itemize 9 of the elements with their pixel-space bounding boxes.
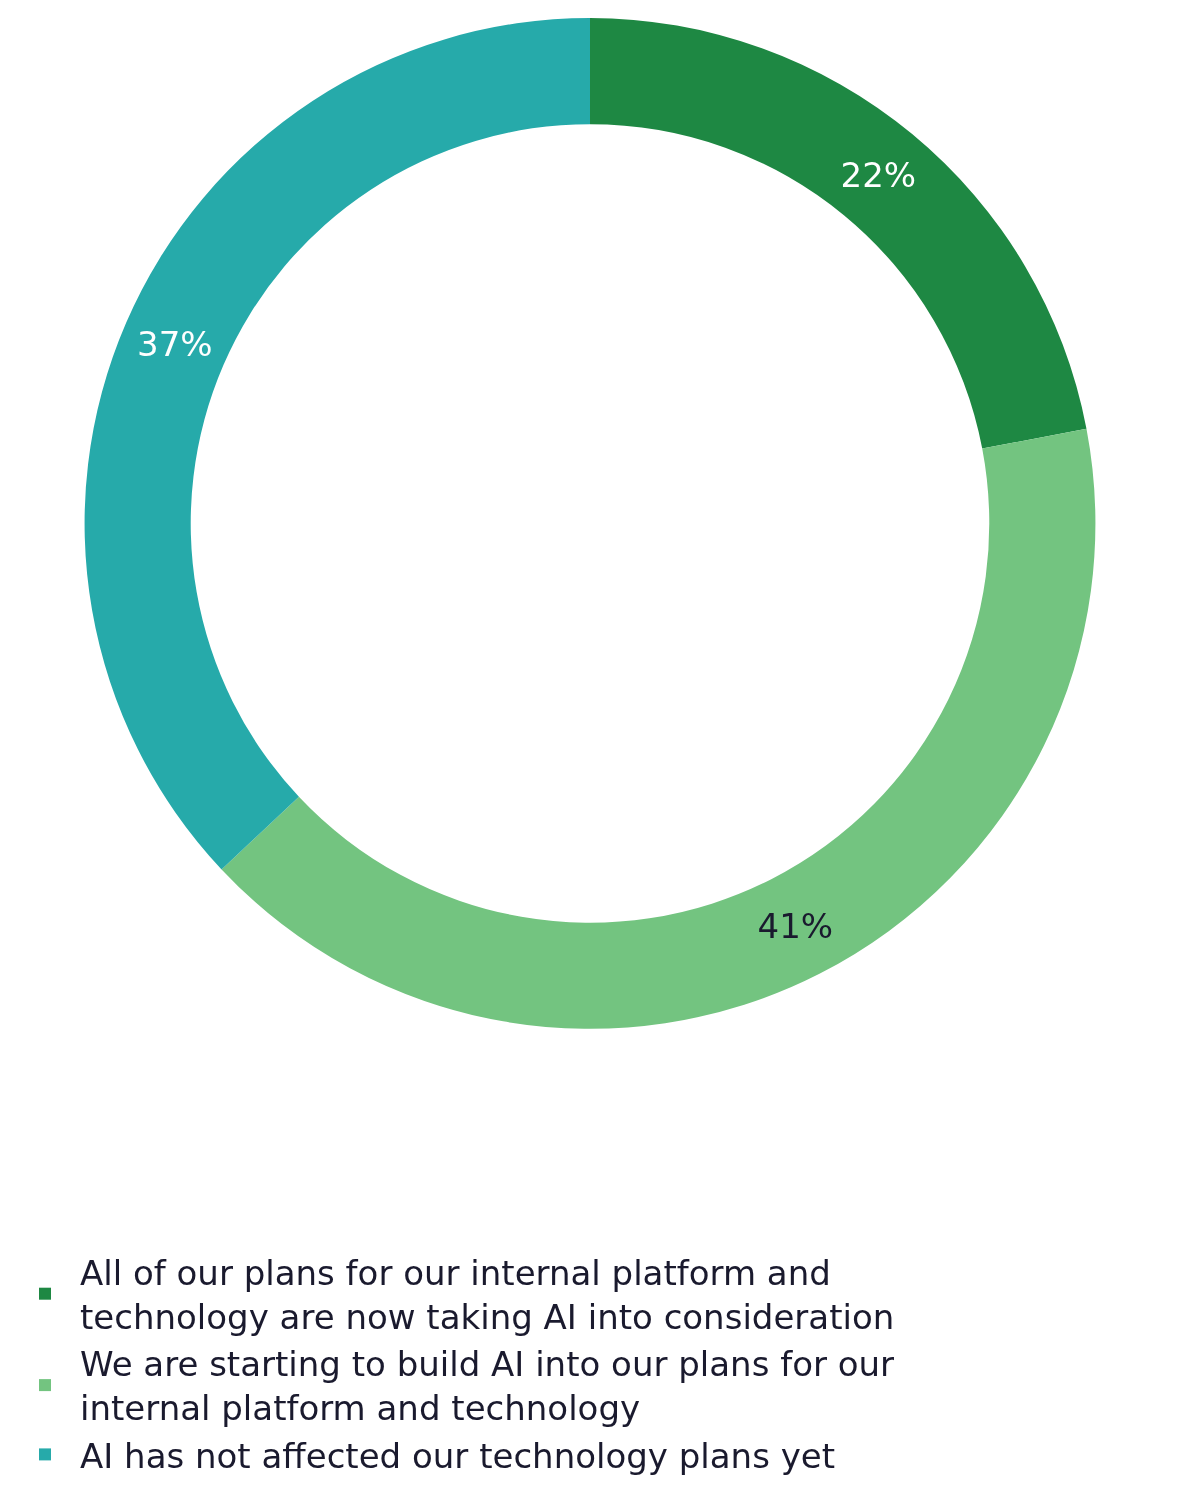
data-label: 37% bbox=[137, 323, 213, 364]
donut-slice bbox=[84, 18, 590, 870]
legend-label: All of our plans for our internal platform and technology are now taking AI into consideration bbox=[80, 1252, 895, 1338]
data-label: 41% bbox=[757, 906, 834, 947]
legend-label: AI has not affected our technology plans yet bbox=[80, 1435, 836, 1476]
data-label: 22% bbox=[840, 154, 917, 195]
legend-label: We are starting to build AI into our plans for our internal platform and technology bbox=[80, 1344, 895, 1429]
donut-slice bbox=[221, 428, 1095, 1029]
donut-slice bbox=[590, 18, 1087, 449]
